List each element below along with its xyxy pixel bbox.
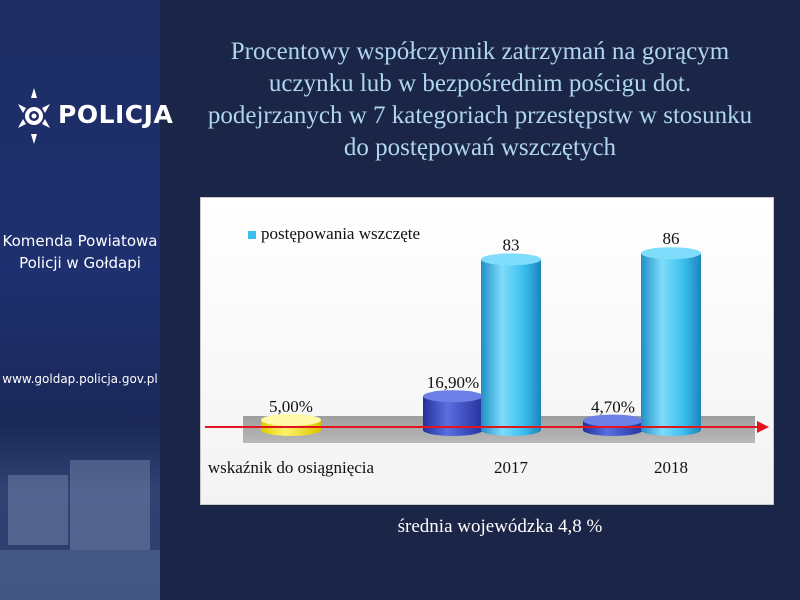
bar-count bbox=[481, 253, 541, 436]
legend-label: postępowania wszczęte bbox=[261, 224, 420, 243]
reference-arrow bbox=[205, 421, 769, 433]
chart-area: 5,00% 16,90% 83 4,70% 86 postępowania wszczę… bbox=[200, 197, 774, 505]
building-photo bbox=[0, 420, 160, 600]
unit-name-line: Komenda Powiatowa bbox=[2, 232, 158, 250]
police-star-icon bbox=[18, 88, 50, 144]
slide-title: Procentowy współczynnik zatrzymań na gor… bbox=[170, 36, 790, 164]
website-url: www.goldap.policja.gov.pl bbox=[2, 372, 158, 386]
category-label: wskaźnik do osiągnięcia bbox=[208, 458, 375, 477]
category-label: 2017 bbox=[494, 458, 529, 477]
legend-swatch bbox=[248, 231, 256, 239]
bar-count-label: 86 bbox=[663, 229, 680, 248]
bar-percent bbox=[583, 414, 643, 436]
bar-percent bbox=[261, 414, 321, 436]
bar-percent bbox=[423, 390, 483, 436]
logo-text: POLICJA bbox=[58, 100, 174, 129]
bar-percent-label: 16,90% bbox=[427, 373, 479, 392]
legend: postępowania wszczęte bbox=[248, 224, 420, 243]
unit-name-line: Policji w Gołdapi bbox=[19, 254, 141, 272]
bar-count bbox=[641, 247, 701, 436]
title-line: podejrzanych w 7 kategoriach przestępstw… bbox=[207, 102, 753, 129]
bar-count-label: 83 bbox=[503, 235, 520, 254]
chart: 5,00% 16,90% 83 4,70% 86 postępowania wszczę… bbox=[205, 224, 769, 477]
bar-percent-label: 5,00% bbox=[269, 397, 313, 416]
bar-percent-label: 4,70% bbox=[591, 398, 635, 417]
title-line: uczynku lub w bezpośrednim pościgu dot. bbox=[268, 70, 692, 97]
regional-average-note: średnia wojewódzka 4,8 % bbox=[397, 516, 603, 537]
category-label: 2018 bbox=[654, 458, 688, 477]
side-banner: POLICJA Komenda Powiatowa Policji w Gołd… bbox=[0, 0, 173, 600]
unit-name: Komenda Powiatowa Policji w Gołdapi bbox=[0, 230, 160, 274]
title-line: do postępowań wszczętych bbox=[343, 134, 617, 161]
title-line: Procentowy współczynnik zatrzymań na gor… bbox=[230, 38, 730, 65]
